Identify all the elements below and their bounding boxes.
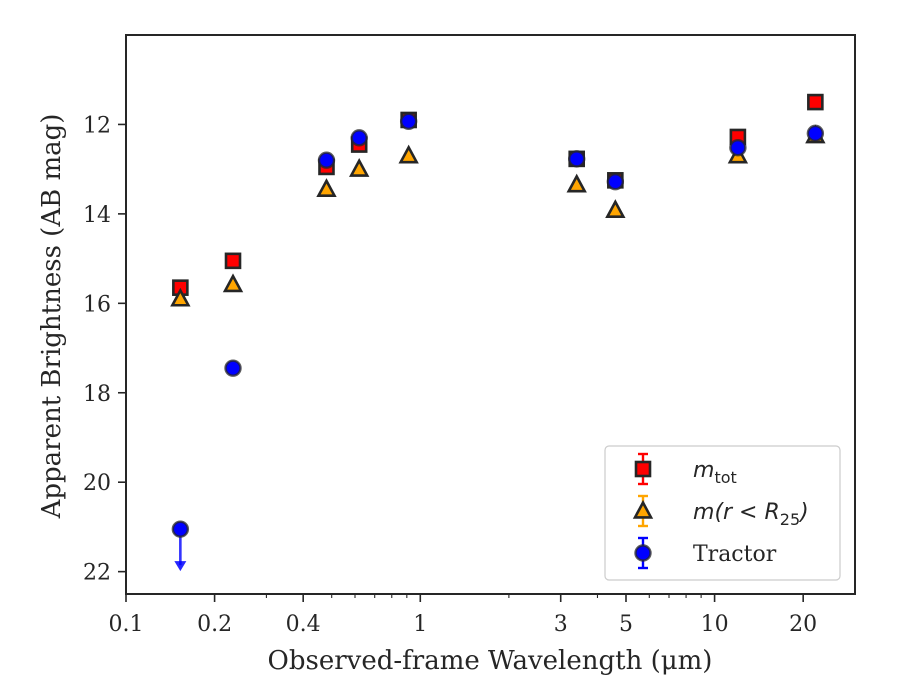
data-point-triangle xyxy=(398,144,419,164)
legend-frame xyxy=(604,445,841,581)
data-point-circle xyxy=(350,129,368,147)
x-tick-label: 0.1 xyxy=(109,612,144,637)
axis-ticks: 0.1 0.2 0.4 1 3 5 10 20 12 14 16 18 20 22 xyxy=(83,113,817,637)
series-circle xyxy=(171,112,825,572)
x-tick-label: 1 xyxy=(413,612,427,637)
data-point-triangle xyxy=(316,178,337,197)
data-point-circle xyxy=(224,359,242,377)
legend-label-mtot: mtot xyxy=(693,458,737,487)
data-point-circle xyxy=(568,150,586,168)
data-point-circle xyxy=(729,138,747,157)
legend-label-mr-middle: (r < R xyxy=(714,500,779,525)
series-triangle xyxy=(170,124,826,307)
data-point-circle xyxy=(606,172,625,191)
x-tick-label: 0.2 xyxy=(197,612,232,637)
upper-limit-arrowhead xyxy=(174,561,187,572)
y-axis-label: Apparent Brightness (AB mag) xyxy=(37,114,67,520)
x-tick-label: 3 xyxy=(554,612,568,637)
legend-label-mr-prefix: m xyxy=(693,500,714,525)
data-point-circle xyxy=(806,124,825,143)
legend-label-mr-sub: 25 xyxy=(780,510,800,529)
legend-label-mtot-base: m xyxy=(693,458,714,483)
y-tick-label: 12 xyxy=(83,113,111,138)
legend-label-mr-suffix: ) xyxy=(798,500,809,525)
y-tick-label: 20 xyxy=(83,471,111,496)
x-axis-label: Observed-frame Wavelength (μm) xyxy=(268,646,713,676)
legend-marker-square xyxy=(634,460,652,478)
y-tick-label: 18 xyxy=(83,382,111,407)
x-tick-label: 0.4 xyxy=(286,612,321,637)
plot-frame xyxy=(125,34,856,595)
legend-label-mr: m(r < R25) xyxy=(693,500,809,529)
data-point-circle xyxy=(399,112,418,131)
data-point-triangle xyxy=(349,158,370,177)
data-point-triangle xyxy=(170,287,191,307)
legend-marker-triangle xyxy=(632,499,654,519)
data-point-circle xyxy=(171,520,190,538)
data-point-triangle xyxy=(222,273,244,293)
x-tick-label: 10 xyxy=(701,612,729,637)
legend-label-tractor: Tractor xyxy=(693,542,777,567)
y-tick-label: 22 xyxy=(83,561,111,586)
y-tick-label: 16 xyxy=(83,292,111,317)
data-point-circle xyxy=(317,151,336,169)
data-point-triangle xyxy=(566,173,587,193)
legend-marker-circle xyxy=(634,544,652,562)
y-tick-label: 14 xyxy=(83,203,111,228)
x-tick-label: 20 xyxy=(789,612,817,637)
data-point-square xyxy=(224,252,242,270)
x-tick-label: 5 xyxy=(619,612,633,637)
data-marks xyxy=(170,93,826,572)
data-point-triangle xyxy=(605,199,626,219)
legend-label-mtot-sub: tot xyxy=(714,468,736,487)
data-point-square xyxy=(807,93,824,111)
